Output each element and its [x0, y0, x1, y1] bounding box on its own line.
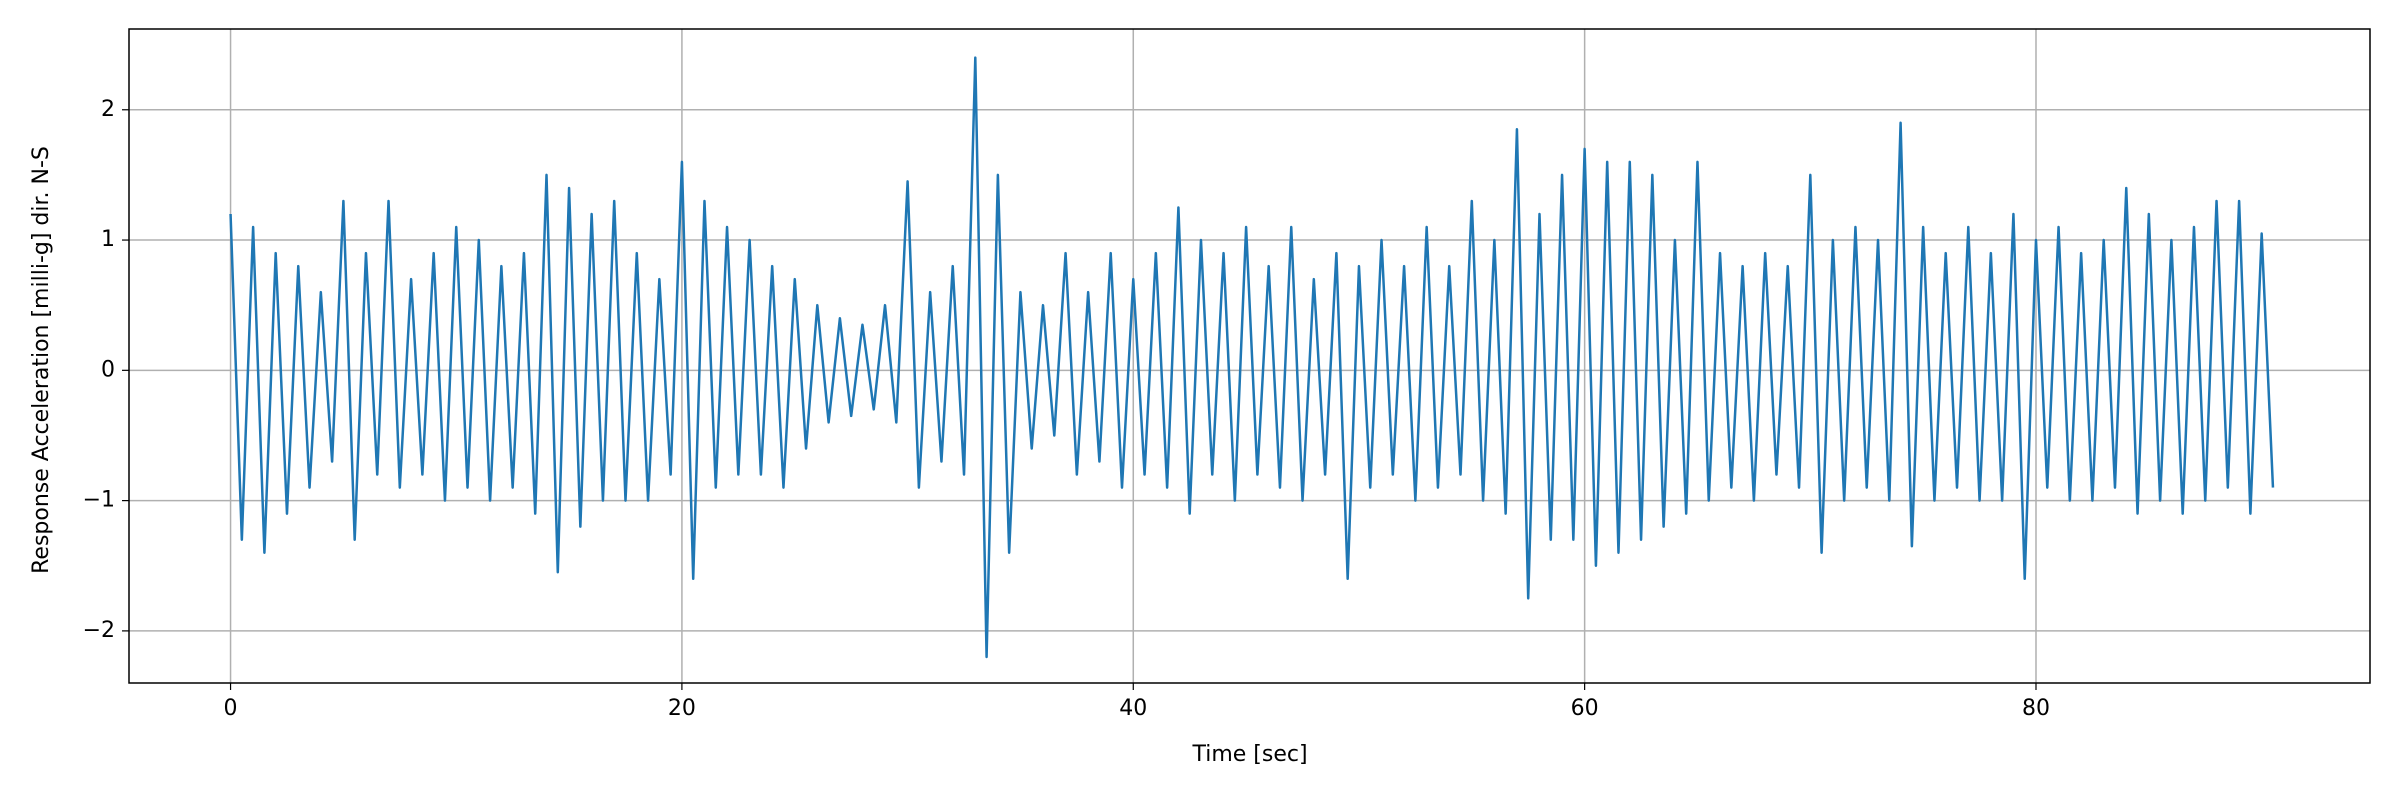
y-tick-label: −2 — [83, 618, 115, 643]
x-tick-label: 40 — [1119, 696, 1147, 721]
x-tick-label: 60 — [1571, 696, 1599, 721]
y-tick-label: −1 — [83, 488, 115, 513]
y-tick-label: 2 — [101, 97, 115, 122]
y-tick-label: 1 — [101, 227, 115, 252]
plot-frame — [128, 28, 2371, 684]
signal-line — [229, 56, 2275, 659]
y-axis-label: Response Acceleration [milli-g] dir. N-S — [29, 146, 54, 574]
x-tick-label: 20 — [668, 696, 696, 721]
x-axis-label: Time [sec] — [1191, 742, 1307, 767]
y-tick-label: 0 — [101, 357, 115, 382]
x-tick-label: 0 — [224, 696, 238, 721]
x-tick-label: 80 — [2022, 696, 2050, 721]
